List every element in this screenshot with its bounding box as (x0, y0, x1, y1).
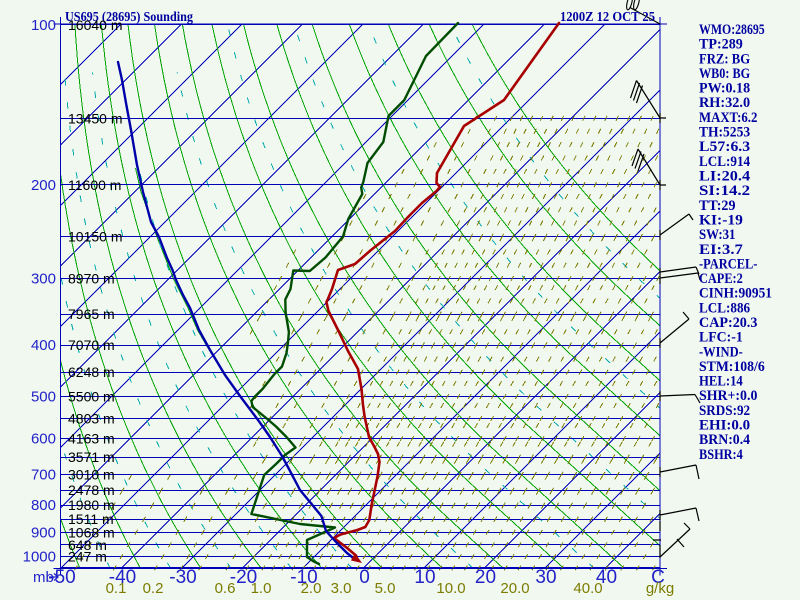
svg-text:LI:20.4: LI:20.4 (699, 169, 751, 185)
svg-text:TH:5253: TH:5253 (699, 125, 750, 141)
svg-text:3571 m: 3571 m (68, 449, 115, 465)
svg-text:C: C (651, 567, 665, 588)
svg-text:CAP:20.3: CAP:20.3 (699, 315, 757, 331)
svg-text:1000: 1000 (23, 549, 56, 566)
svg-text:247 m: 247 m (68, 549, 107, 565)
svg-text:WMO:28695: WMO:28695 (699, 22, 765, 38)
svg-text:13450 m: 13450 m (68, 111, 122, 127)
svg-text:5500 m: 5500 m (68, 389, 115, 405)
svg-text:30: 30 (535, 567, 556, 588)
svg-text:SW:31: SW:31 (699, 227, 736, 243)
svg-text:7965 m: 7965 m (68, 306, 115, 322)
svg-text:11600 m: 11600 m (68, 177, 121, 193)
svg-text:SHR+:0.0: SHR+:0.0 (699, 388, 757, 404)
svg-text:1068 m: 1068 m (68, 524, 115, 540)
svg-text:4803 m: 4803 m (68, 411, 115, 427)
svg-text:CINH:90951: CINH:90951 (699, 286, 772, 302)
svg-text:8970 m: 8970 m (68, 271, 115, 287)
svg-text:LFC:-1: LFC:-1 (699, 330, 743, 346)
svg-text:20: 20 (475, 567, 496, 588)
svg-text:EHI:0.0: EHI:0.0 (699, 418, 750, 434)
svg-text:LCL:914: LCL:914 (699, 154, 751, 170)
svg-text:10: 10 (414, 567, 435, 588)
svg-text:STM:108/6: STM:108/6 (699, 359, 765, 375)
svg-text:7070 m: 7070 m (68, 337, 115, 353)
svg-text:20.0: 20.0 (500, 580, 529, 597)
svg-text:6248 m: 6248 m (68, 364, 115, 380)
svg-text:EI:3.7: EI:3.7 (699, 242, 743, 258)
svg-text:3010 m: 3010 m (68, 466, 115, 482)
svg-text:4163 m: 4163 m (68, 431, 115, 447)
svg-text:300: 300 (31, 271, 56, 288)
svg-text:200: 200 (31, 177, 56, 194)
svg-text:2478 m: 2478 m (68, 482, 115, 498)
svg-text:mb: mb (33, 569, 54, 586)
svg-text:L57:6.3: L57:6.3 (699, 139, 750, 155)
svg-text:PW:0.18: PW:0.18 (699, 81, 750, 97)
svg-text:-10: -10 (290, 567, 317, 588)
svg-text:CAPE:2: CAPE:2 (699, 271, 743, 287)
svg-text:1980 m: 1980 m (68, 497, 115, 513)
svg-text:US695 (28695) Sounding: US695 (28695) Sounding (65, 10, 193, 25)
svg-text:2.0: 2.0 (301, 580, 322, 597)
svg-text:40.0: 40.0 (573, 580, 602, 597)
svg-text:-30: -30 (169, 567, 196, 588)
svg-text:0.2: 0.2 (143, 580, 164, 597)
svg-text:SI:14.2: SI:14.2 (699, 183, 750, 199)
svg-text:BSHR:4: BSHR:4 (699, 447, 743, 463)
svg-text:-WIND-: -WIND- (699, 344, 743, 360)
svg-text:700: 700 (31, 466, 56, 483)
svg-text:400: 400 (31, 337, 56, 354)
svg-text:500: 500 (31, 389, 56, 406)
svg-text:-20: -20 (230, 567, 257, 588)
svg-text:HEL:14: HEL:14 (699, 374, 743, 390)
svg-text:BRN:0.4: BRN:0.4 (699, 432, 751, 448)
svg-text:-PARCEL-: -PARCEL- (699, 256, 757, 272)
svg-text:900: 900 (31, 524, 56, 541)
svg-text:-40: -40 (109, 567, 136, 588)
svg-text:LCL:886: LCL:886 (699, 300, 751, 316)
svg-text:3.0: 3.0 (331, 580, 352, 597)
svg-text:5.0: 5.0 (375, 580, 396, 597)
svg-text:0: 0 (359, 567, 370, 588)
svg-text:100: 100 (31, 17, 56, 34)
svg-text:16040 m: 16040 m (68, 17, 122, 33)
svg-text:TP:289: TP:289 (699, 37, 743, 53)
svg-text:1511 m: 1511 m (68, 511, 114, 527)
svg-text:0.1: 0.1 (106, 580, 127, 597)
svg-text:40: 40 (596, 567, 617, 588)
svg-text:WB0: BG: WB0: BG (699, 66, 750, 82)
svg-text:g/kg: g/kg (646, 580, 674, 597)
svg-text:10.0: 10.0 (436, 580, 465, 597)
svg-text:1.0: 1.0 (251, 580, 272, 597)
svg-text:KI:-19: KI:-19 (699, 213, 743, 229)
svg-text:RH:32.0: RH:32.0 (699, 95, 750, 111)
svg-text:FRZ: BG: FRZ: BG (699, 51, 750, 67)
svg-text:-50: -50 (48, 567, 75, 588)
svg-text:1200Z 12 OCT 25: 1200Z 12 OCT 25 (560, 10, 655, 25)
svg-text:648 m: 648 m (68, 537, 107, 553)
svg-text:800: 800 (31, 497, 56, 514)
svg-text:10150 m: 10150 m (68, 229, 122, 245)
svg-text:TT:29: TT:29 (699, 198, 736, 214)
svg-text:MAXT:6.2: MAXT:6.2 (699, 110, 757, 126)
svg-text:600: 600 (31, 431, 56, 448)
svg-text:SRDS:92: SRDS:92 (699, 403, 750, 419)
svg-text:0.6: 0.6 (215, 580, 236, 597)
